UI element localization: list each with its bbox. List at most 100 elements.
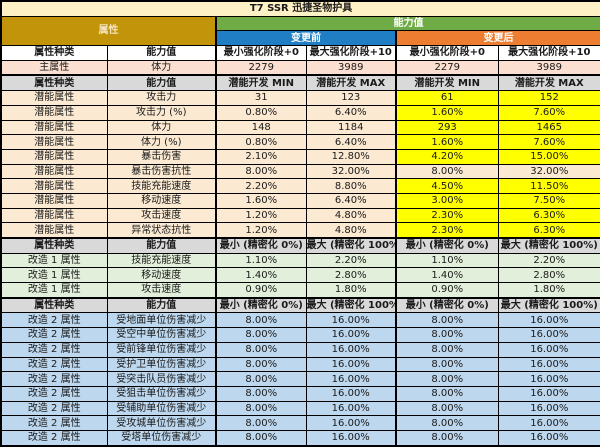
value-cell: 8.00% xyxy=(215,163,307,180)
value-cell: 8.80% xyxy=(305,178,397,194)
value-cell: 0.90% xyxy=(395,282,499,299)
stat-name-cell: 暴击伤害抗性 xyxy=(106,163,217,180)
main-stat-cell: 3989 xyxy=(305,59,397,76)
value-cell: 4.50% xyxy=(395,178,499,194)
title-row: T7 SSR 迅捷圣物护具 xyxy=(0,0,600,17)
value-cell: 1184 xyxy=(305,119,397,136)
value-cell: 11.50% xyxy=(497,178,600,194)
after-header-cell: 变更后 xyxy=(394,30,600,47)
value-cell: 4.80% xyxy=(305,207,397,224)
value-cell: 32.00% xyxy=(497,163,600,180)
column-header-cell: 属性种类 xyxy=(0,45,108,61)
mod2-section-header-row: 属性种类 能力值 最小 (精密化 0%) 最大 (精密化 100%) 最小 (精密化 0… xyxy=(0,296,600,314)
stat-name-cell: 移动速度 xyxy=(106,267,217,284)
main-stat-row: 主属性 体力 2279 3989 2279 3989 xyxy=(0,59,600,76)
value-cell: 8.00% xyxy=(395,385,499,402)
value-cell: 6.40% xyxy=(305,134,397,150)
value-cell: 16.00% xyxy=(497,429,600,447)
potential-row: 潜能属性 移动速度 1.60% 6.40% 3.00% 7.50% xyxy=(0,192,600,209)
value-cell: 1.60% xyxy=(395,134,499,150)
potential-row: 潜能属性 体力 (%) 0.80% 6.40% 1.60% 7.60% xyxy=(0,134,600,150)
value-cell: 16.00% xyxy=(497,400,600,417)
value-cell: 0.90% xyxy=(215,282,307,299)
stat-name-cell: 攻击力 (%) xyxy=(106,104,217,121)
value-cell: 16.00% xyxy=(305,312,397,329)
mod1-row: 改造 1 属性 技能充能速度 1.10% 2.20% 1.10% 2.20% xyxy=(0,252,600,269)
value-cell: 16.00% xyxy=(305,385,397,402)
value-cell: 16.00% xyxy=(497,341,600,358)
category-cell: 潜能属性 xyxy=(0,163,108,180)
enhance-header-row: 属性种类 能力值 最小强化阶段+0 最大强化阶段+10 最小强化阶段+0 最大强化阶段+1… xyxy=(0,45,600,61)
value-cell: 8.00% xyxy=(215,341,307,358)
value-cell: 7.60% xyxy=(497,134,600,150)
category-cell: 潜能属性 xyxy=(0,222,108,239)
value-cell: 12.80% xyxy=(305,148,397,165)
column-header-cell: 最大强化阶段+10 xyxy=(497,45,600,61)
potential-row: 潜能属性 攻击速度 1.20% 4.80% 2.30% 6.30% xyxy=(0,207,600,224)
category-cell: 改造 2 属性 xyxy=(0,400,108,417)
main-stat-cell: 3989 xyxy=(497,59,600,76)
stat-name-cell: 受辅助单位伤害减少 xyxy=(106,400,217,417)
potential-section-header-row: 属性种类 能力值 潜能开发 MIN 潜能开发 MAX 潜能开发 MIN 潜能开发 MAX xyxy=(0,74,600,92)
value-cell: 8.00% xyxy=(395,429,499,447)
stat-name-cell: 技能充能速度 xyxy=(106,252,217,269)
table-body: 属性种类 能力值 最小强化阶段+0 最大强化阶段+10 最小强化阶段+0 最大强化阶段+1… xyxy=(0,45,600,447)
value-cell: 8.00% xyxy=(215,371,307,387)
value-cell: 293 xyxy=(395,119,499,136)
before-header-cell: 变更前 xyxy=(215,30,397,47)
section-header-cell: 最大 (精密化 100%) xyxy=(497,296,600,314)
section-header-cell: 能力值 xyxy=(106,296,217,314)
value-cell: 2.30% xyxy=(395,222,499,239)
section-header-cell: 最大 (精密化 100%) xyxy=(305,236,397,254)
stat-name-cell: 受塔单位伤害减少 xyxy=(106,429,217,447)
value-cell: 8.00% xyxy=(215,385,307,402)
ability-header-cell: 能力值 xyxy=(214,15,600,32)
mod2-row: 改造 2 属性 受前锋单位伤害减少 8.00% 16.00% 8.00% 16.00% xyxy=(0,341,600,358)
value-cell: 152 xyxy=(497,90,600,106)
stat-name-cell: 受空中单位伤害减少 xyxy=(106,327,217,343)
section-header-cell: 能力值 xyxy=(106,236,217,254)
value-cell: 1.10% xyxy=(215,252,307,269)
table-header-body: T7 SSR 迅捷圣物护具 属性 能力值 变更前 变更后 xyxy=(0,0,600,47)
section-header-cell: 潜能开发 MAX xyxy=(305,74,397,92)
value-cell: 2.80% xyxy=(305,267,397,284)
value-cell: 8.00% xyxy=(395,356,499,373)
potential-row: 潜能属性 攻击力 31 123 61 152 xyxy=(0,90,600,106)
value-cell: 4.20% xyxy=(395,148,499,165)
potential-row: 潜能属性 体力 148 1184 293 1465 xyxy=(0,119,600,136)
category-cell: 改造 2 属性 xyxy=(0,341,108,358)
mod2-row: 改造 2 属性 受狙击单位伤害减少 8.00% 16.00% 8.00% 16.00% xyxy=(0,385,600,402)
section-header-cell: 属性种类 xyxy=(0,236,108,254)
value-cell: 6.30% xyxy=(497,207,600,224)
section-header-cell: 最大 (精密化 100%) xyxy=(497,236,600,254)
value-cell: 2.20% xyxy=(497,252,600,269)
value-cell: 1.20% xyxy=(215,222,307,239)
mod2-row: 改造 2 属性 受地面单位伤害减少 8.00% 16.00% 8.00% 16.00% xyxy=(0,312,600,329)
stat-name-cell: 受狙击单位伤害减少 xyxy=(106,385,217,402)
value-cell: 6.40% xyxy=(305,192,397,209)
category-cell: 改造 2 属性 xyxy=(0,312,108,329)
value-cell: 1.20% xyxy=(215,207,307,224)
category-cell: 潜能属性 xyxy=(0,207,108,224)
main-stat-cell: 主属性 xyxy=(0,59,108,76)
category-cell: 潜能属性 xyxy=(0,192,108,209)
value-cell: 0.80% xyxy=(215,104,307,121)
value-cell: 8.00% xyxy=(395,400,499,417)
category-cell: 改造 2 属性 xyxy=(0,371,108,387)
category-cell: 改造 1 属性 xyxy=(0,267,108,284)
section-header-cell: 能力值 xyxy=(106,74,217,92)
stat-name-cell: 移动速度 xyxy=(106,192,217,209)
value-cell: 16.00% xyxy=(305,415,397,431)
section-header-cell: 潜能开发 MIN xyxy=(215,74,307,92)
value-cell: 8.00% xyxy=(215,312,307,329)
mod2-row: 改造 2 属性 受突击队员伤害减少 8.00% 16.00% 8.00% 16.00% xyxy=(0,371,600,387)
value-cell: 32.00% xyxy=(305,163,397,180)
category-cell: 潜能属性 xyxy=(0,90,108,106)
stat-name-cell: 体力 xyxy=(106,119,217,136)
header-row-2: 变更前 变更后 xyxy=(1,30,600,47)
value-cell: 31 xyxy=(215,90,307,106)
value-cell: 3.00% xyxy=(395,192,499,209)
category-cell: 潜能属性 xyxy=(0,134,108,150)
value-cell: 1.10% xyxy=(395,252,499,269)
category-cell: 改造 2 属性 xyxy=(0,327,108,343)
